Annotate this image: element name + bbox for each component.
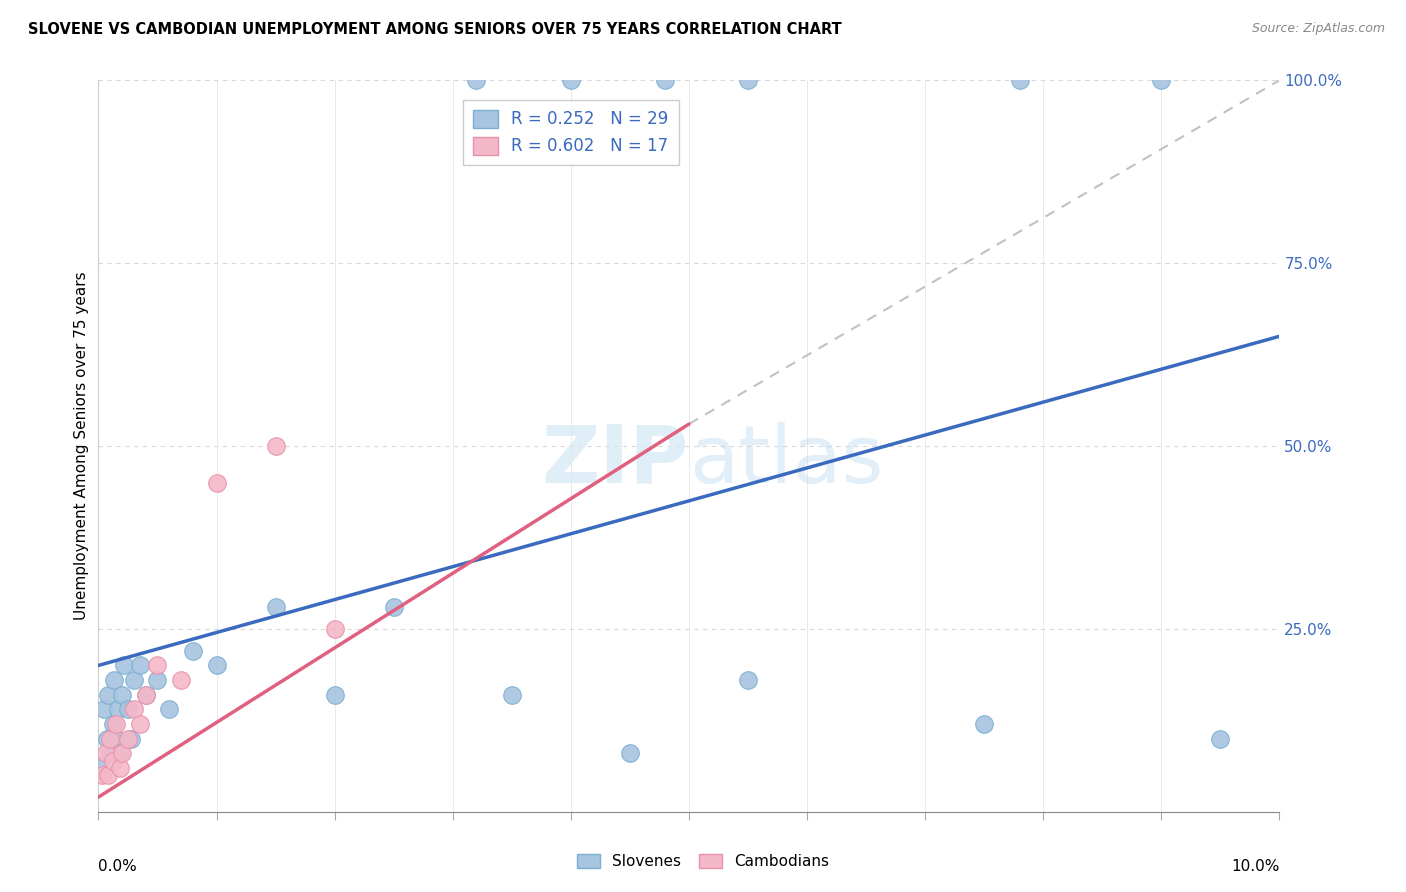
Point [135, 688, 157, 702]
Point [105, 731, 128, 746]
Text: Source: ZipAtlas.com: Source: ZipAtlas.com [1251, 22, 1385, 36]
Point [1150, 73, 1173, 87]
Point [103, 673, 125, 687]
Point [111, 746, 134, 760]
Y-axis label: Unemployment Among Seniors over 75 years: Unemployment Among Seniors over 75 years [75, 272, 89, 620]
Point [737, 73, 759, 87]
Point [170, 673, 193, 687]
Point [1209, 731, 1232, 746]
Point [98, 731, 121, 746]
Point [90, 761, 112, 775]
Point [122, 702, 145, 716]
Text: 10.0%: 10.0% [1232, 859, 1279, 874]
Point [107, 702, 129, 716]
Point [121, 731, 143, 746]
Point [108, 761, 131, 775]
Point [654, 73, 676, 87]
Point [105, 717, 128, 731]
Point [146, 673, 169, 687]
Point [181, 644, 204, 658]
Point [97, 768, 120, 782]
Point [205, 475, 228, 490]
Point [1008, 73, 1031, 87]
Point [157, 702, 180, 716]
Point [94, 746, 117, 760]
Legend: Slovenes, Cambodians: Slovenes, Cambodians [571, 848, 835, 875]
Point [737, 673, 759, 687]
Point [101, 717, 124, 731]
Point [501, 688, 523, 702]
Point [264, 439, 287, 453]
Point [128, 658, 150, 673]
Point [112, 658, 135, 673]
Point [108, 746, 131, 760]
Point [264, 599, 287, 614]
Point [560, 73, 582, 87]
Point [619, 746, 641, 760]
Text: atlas: atlas [689, 422, 883, 500]
Legend: R = 0.252   N = 29, R = 0.602   N = 17: R = 0.252 N = 29, R = 0.602 N = 17 [463, 100, 679, 165]
Point [382, 599, 405, 614]
Point [111, 688, 134, 702]
Point [465, 73, 488, 87]
Point [128, 717, 150, 731]
Point [97, 688, 120, 702]
Point [93, 702, 115, 716]
Point [101, 754, 124, 768]
Point [205, 658, 228, 673]
Point [135, 688, 157, 702]
Point [96, 731, 118, 746]
Text: ZIP: ZIP [541, 422, 689, 500]
Point [122, 673, 145, 687]
Point [117, 731, 139, 746]
Text: 0.0%: 0.0% [98, 859, 138, 874]
Point [146, 658, 169, 673]
Point [98, 746, 121, 760]
Point [91, 768, 114, 782]
Text: SLOVENE VS CAMBODIAN UNEMPLOYMENT AMONG SENIORS OVER 75 YEARS CORRELATION CHART: SLOVENE VS CAMBODIAN UNEMPLOYMENT AMONG … [28, 22, 842, 37]
Point [323, 622, 346, 636]
Point [973, 717, 995, 731]
Point [117, 702, 139, 716]
Point [323, 688, 346, 702]
